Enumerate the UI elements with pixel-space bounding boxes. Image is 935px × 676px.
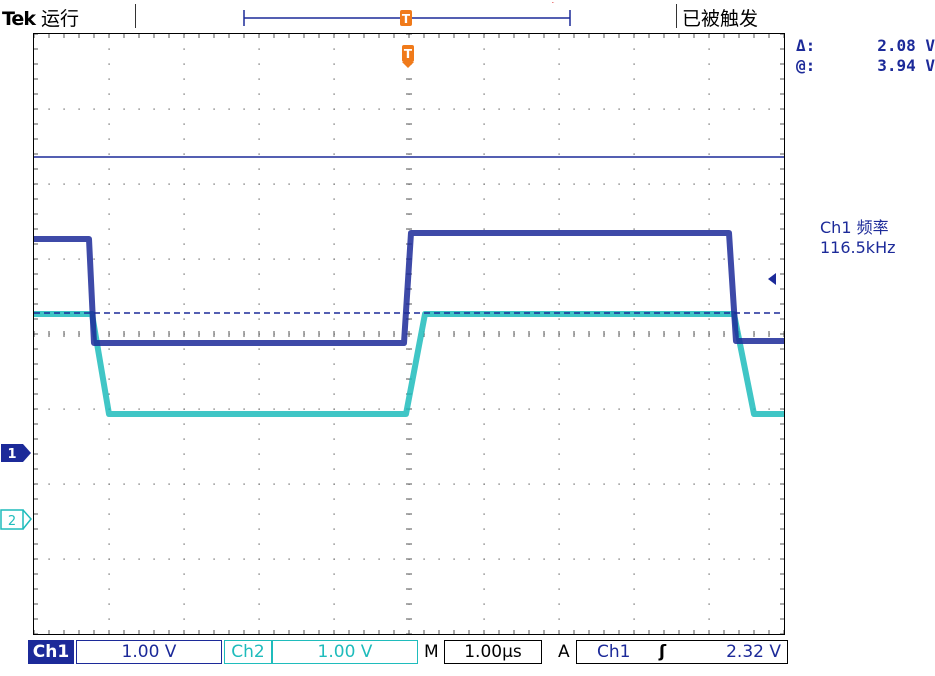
status-bar: Tek 运行 T 已被触发 [0,0,935,30]
ch1-trace [34,230,784,346]
trigger-position-icon[interactable]: T [400,10,412,26]
graticule [34,34,784,634]
frequency-measurement: Ch1 频率 116.5kHz [820,218,896,258]
ch1-button[interactable]: Ch1 [28,640,74,664]
channel-status-bar: Ch1 1.00 V Ch2 1.00 V M 1.00µs A Ch1 ʃ 2… [28,638,788,666]
at-label: @: [796,56,816,75]
ch2-button[interactable]: Ch2 [224,640,272,664]
brand-label: Tek 运行 [2,4,79,31]
ch2-marker-label: 2 [8,514,16,529]
at-value: 3.94 V [877,56,935,75]
trigger-status: 已被触发 [682,8,759,30]
measurement-value: 116.5kHz [820,238,896,257]
record-view-bar[interactable]: T [240,2,580,32]
ch2-scale[interactable]: 1.00 V [272,640,418,664]
trigger-source: Ch1 [597,642,631,662]
trigger-level: 2.32 V [726,642,781,662]
header-divider [135,4,136,28]
rising-edge-icon: ʃ [659,642,667,662]
trigger-position-label: T [402,12,411,26]
ch2-ground-marker[interactable]: 2 [0,509,32,531]
ch1-scale[interactable]: 1.00 V [76,640,222,664]
delta-readout: Δ: 2.08 V [796,36,935,56]
timebase-value[interactable]: 1.00µs [444,640,542,664]
trigger-settings[interactable]: Ch1 ʃ 2.32 V [576,640,788,664]
delta-value: 2.08 V [877,36,935,55]
oscilloscope-screen[interactable]: T [33,33,785,635]
measurement-label: Ch1 频率 [820,218,889,237]
trigger-point-label: T [404,47,413,61]
header-divider [676,4,677,28]
timebase-label: M [424,642,439,662]
delta-label: Δ: [796,36,816,55]
run-state: 运行 [40,8,79,30]
trigger-level-arrow-icon[interactable] [768,273,776,285]
ch1-marker-label: 1 [7,447,16,462]
trigger-mode-label: A [558,642,570,662]
brand-logo: Tek [2,8,36,30]
trigger-point-icon: T [402,45,414,68]
cursor-readout-panel: Δ: 2.08 V @: 3.94 V [796,36,935,76]
at-readout: @: 3.94 V [796,56,935,76]
ch1-ground-marker[interactable]: 1 [0,443,32,463]
